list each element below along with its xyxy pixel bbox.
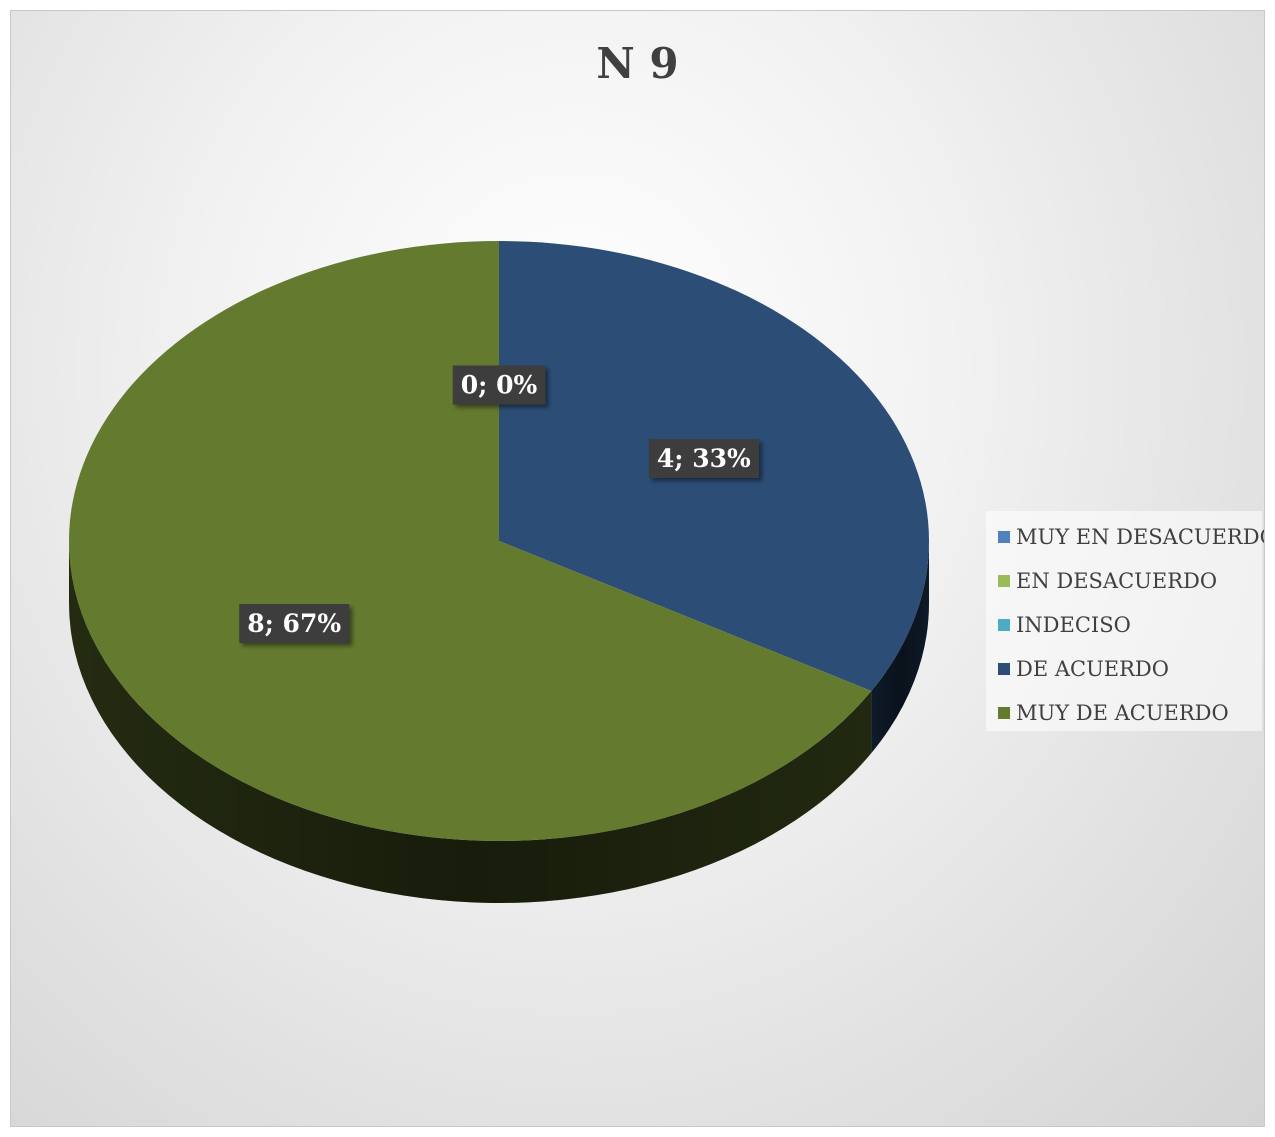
legend-swatch xyxy=(998,707,1010,719)
legend-item-muy-en-desacuerdo: MUY EN DESACUERDO xyxy=(998,525,1265,549)
data-label-de-acuerdo-box xyxy=(648,439,759,478)
legend-item-de-acuerdo: DE ACUERDO xyxy=(998,657,1169,681)
data-label-muy-de-acuerdo-text: 8; 67% xyxy=(247,609,341,638)
data-label-muy-de-acuerdo-box xyxy=(239,604,350,643)
data-label-muy-de-acuerdo: 8; 67% xyxy=(239,604,350,643)
legend-label: EN DESACUERDO xyxy=(1016,569,1218,593)
pie-slice-muy-de-acuerdo xyxy=(68,241,872,841)
legend-swatch xyxy=(998,663,1010,675)
legend-swatch xyxy=(998,531,1010,543)
pie-side-shade-muy-de-acuerdo xyxy=(69,541,872,903)
legend-swatch xyxy=(998,575,1010,587)
legend-label: INDECISO xyxy=(1016,613,1131,637)
data-label-zero: 0; 0% xyxy=(452,365,546,405)
legend-swatch xyxy=(998,619,1010,631)
chart-area: N 9 0; 0% 4; 33% 8; 67% MUY EN DESACUERDO E… xyxy=(10,10,1265,1127)
chart-title: N 9 xyxy=(596,39,679,88)
legend-item-muy-de-acuerdo: MUY DE ACUERDO xyxy=(998,701,1229,725)
legend-label: MUY DE ACUERDO xyxy=(1016,701,1229,725)
legend-label: DE ACUERDO xyxy=(1016,657,1169,681)
legend-label: MUY EN DESACUERDO xyxy=(1016,525,1265,549)
data-label-zero-text: 0; 0% xyxy=(461,371,538,400)
pie-chart: 0; 0% 4; 33% 8; 67% xyxy=(68,241,929,903)
legend: MUY EN DESACUERDO EN DESACUERDO INDECISO DE… xyxy=(986,511,1265,731)
data-label-zero-box xyxy=(452,365,546,405)
data-label-de-acuerdo: 4; 33% xyxy=(648,439,759,478)
data-label-de-acuerdo-text: 4; 33% xyxy=(657,444,751,473)
pie-side-shade-de-acuerdo xyxy=(871,541,929,753)
legend-item-indeciso: INDECISO xyxy=(998,613,1131,637)
legend-item-en-desacuerdo: EN DESACUERDO xyxy=(998,569,1217,593)
